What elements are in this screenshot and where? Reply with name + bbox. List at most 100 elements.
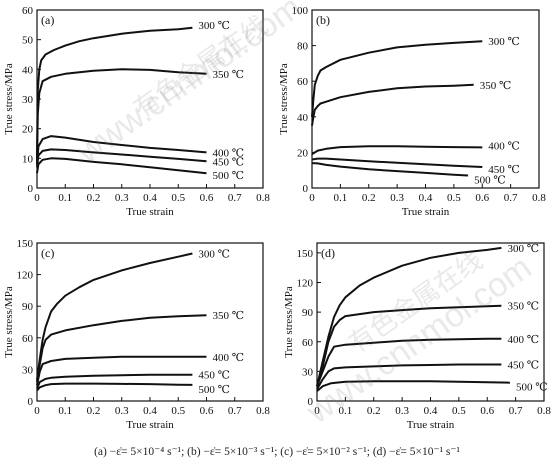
x-axis-title: True strain	[402, 206, 450, 218]
series-label: 350 ℃	[213, 310, 245, 322]
figure-caption: (a) −ε̇= 5×10⁻⁴ s⁻¹; (b) −ε̇= 5×10⁻³ s⁻¹…	[94, 446, 460, 458]
x-tick-label: 0.5	[171, 405, 185, 417]
y-tick-label: 60	[297, 76, 309, 88]
x-axis-title: True strain	[126, 206, 174, 218]
series-line	[36, 382, 193, 392]
series-label: 350 ℃	[213, 69, 245, 81]
y-tick-label: 20	[297, 147, 309, 159]
x-tick-label: 0	[309, 192, 315, 204]
series-label: 500 ℃	[474, 175, 506, 187]
series-line	[36, 252, 193, 381]
x-axis-title: True strain	[407, 419, 455, 431]
series-label: 350 ℃	[480, 80, 512, 92]
x-tick-label: 0.7	[504, 192, 518, 204]
y-axis-title: True stress/MPa	[3, 63, 15, 135]
series-line	[316, 337, 502, 387]
series-label: 450 ℃	[488, 164, 520, 176]
series-label: 300 ℃	[198, 20, 230, 32]
y-tick-label: 90	[302, 307, 314, 319]
x-tick-label: 0.1	[334, 192, 348, 204]
panel-label: (c)	[41, 246, 54, 260]
series-label: 450 ℃	[507, 359, 539, 371]
x-tick-label: 0.3	[115, 192, 129, 204]
x-tick-label: 0.2	[362, 192, 376, 204]
y-tick-label: 60	[22, 5, 34, 17]
y-axis-title: True stress/MPa	[278, 63, 290, 135]
x-tick-label: 0	[314, 405, 320, 417]
series-label: 300 ℃	[507, 243, 539, 255]
chart-panel: 0 0.1 0.2 0.3 0.4 0.5 0.6 0.7 0.8 0 10 20 30 40 50 60 Tr…	[3, 5, 270, 218]
y-tick-label: 150	[17, 238, 34, 250]
y-tick-label: 90	[22, 301, 34, 313]
x-tick-label: 0.6	[480, 405, 494, 417]
y-tick-label: 40	[297, 112, 309, 124]
x-tick-label: 0.8	[537, 405, 551, 417]
series-line	[311, 162, 469, 177]
series-label: 400 ℃	[507, 334, 539, 346]
x-tick-label: 0.4	[143, 192, 157, 204]
y-tick-label: 0	[308, 396, 314, 408]
x-tick-label: 0.7	[228, 192, 242, 204]
y-tick-label: 50	[22, 35, 34, 47]
series-line	[311, 157, 483, 168]
series-label: 300 ℃	[488, 36, 520, 48]
y-tick-label: 60	[22, 333, 34, 345]
y-tick-label: 120	[297, 278, 314, 290]
series-label: 400 ℃	[213, 352, 245, 364]
x-tick-label: 0.3	[395, 405, 409, 417]
series-line	[311, 145, 483, 156]
x-tick-label: 0.6	[475, 192, 489, 204]
x-tick-label: 0.2	[367, 405, 381, 417]
y-tick-label: 0	[303, 183, 309, 195]
plot-frame	[316, 242, 545, 402]
series-label: 500 ℃	[198, 384, 230, 396]
chart-panel: 0 0.1 0.2 0.3 0.4 0.5 0.6 0.7 0.8 0 30 60 90 120 150 Tr…	[3, 238, 270, 431]
y-tick-label: 120	[17, 270, 34, 282]
x-tick-label: 0.5	[447, 192, 461, 204]
y-tick-label: 100	[292, 5, 309, 17]
x-axis-title: True strain	[126, 419, 174, 431]
panel-label: (a)	[41, 13, 54, 27]
series-line	[36, 26, 193, 159]
x-tick-label: 0	[34, 405, 40, 417]
series-line	[36, 373, 193, 389]
x-tick-label: 0.4	[143, 405, 157, 417]
series-label: 450 ℃	[213, 156, 245, 168]
x-tick-label: 0.8	[532, 192, 546, 204]
y-tick-label: 0	[28, 396, 34, 408]
y-tick-label: 80	[297, 41, 309, 53]
x-tick-label: 0.3	[390, 192, 404, 204]
x-tick-label: 0	[34, 192, 40, 204]
x-tick-label: 0.4	[424, 405, 438, 417]
series-line	[316, 246, 502, 387]
series-label: 400 ℃	[213, 147, 245, 159]
y-axis-title: True stress/MPa	[283, 286, 295, 358]
y-tick-label: 30	[22, 364, 34, 376]
x-tick-label: 0.7	[228, 405, 242, 417]
x-tick-label: 0.2	[87, 405, 101, 417]
x-tick-label: 0.3	[115, 405, 129, 417]
y-tick-label: 0	[28, 183, 34, 195]
x-tick-label: 0.1	[58, 192, 72, 204]
series-line	[311, 83, 474, 126]
series-line	[311, 40, 483, 117]
x-tick-label: 0.1	[339, 405, 353, 417]
x-tick-label: 0.5	[452, 405, 466, 417]
series-line	[36, 148, 207, 168]
y-tick-label: 150	[297, 248, 314, 260]
x-tick-label: 0.1	[58, 405, 72, 417]
series-line	[36, 314, 207, 383]
series-line	[36, 355, 207, 386]
x-tick-label: 0.7	[509, 405, 523, 417]
series-label: 350 ℃	[507, 301, 539, 313]
series-label: 400 ℃	[488, 140, 520, 152]
chart-panel: 0 0.1 0.2 0.3 0.4 0.5 0.6 0.7 0.8 0 20 40 60 80 100 Tru…	[278, 5, 546, 218]
y-tick-label: 30	[302, 366, 314, 378]
panel-label: (b)	[316, 13, 330, 27]
x-tick-label: 0.6	[200, 192, 214, 204]
series-line	[36, 68, 207, 165]
panel-label: (d)	[321, 246, 335, 260]
x-tick-label: 0.8	[256, 405, 270, 417]
x-tick-label: 0.5	[171, 192, 185, 204]
